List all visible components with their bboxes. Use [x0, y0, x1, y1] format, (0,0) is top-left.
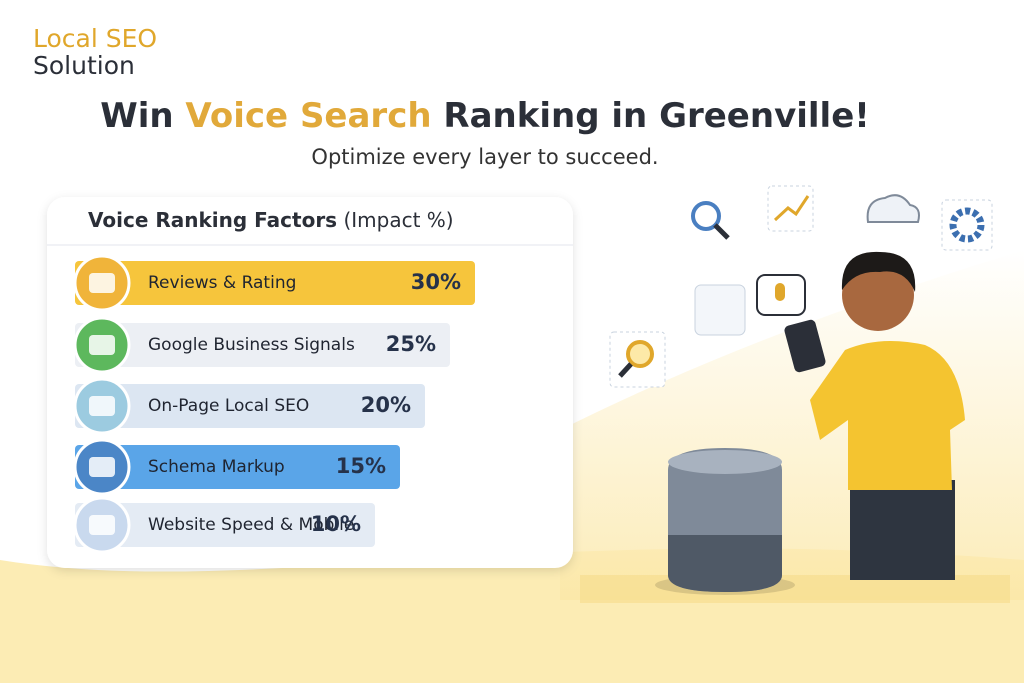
person-head — [842, 259, 914, 331]
illustration — [580, 185, 1010, 603]
person-shirt — [810, 341, 965, 490]
gear-box — [941, 199, 993, 251]
person-hair — [841, 251, 916, 292]
bar — [75, 503, 375, 547]
value-label: 15% — [336, 454, 386, 478]
search-icon — [626, 340, 654, 368]
headline-part: Ranking in Greenville! — [432, 96, 870, 136]
headline-part: Win — [100, 96, 185, 136]
bar — [75, 261, 475, 305]
chart-title-main: Voice Ranking Factors — [88, 208, 337, 232]
factor-icon-glyph — [89, 396, 115, 416]
mic-icon — [775, 283, 785, 301]
chart-title-note: (Impact %) — [343, 208, 453, 232]
search-icon — [618, 362, 633, 378]
logo-line: Local SEO — [33, 24, 157, 53]
factor-icon-glyph — [89, 273, 115, 293]
cloud-icon — [866, 194, 920, 223]
phone — [784, 319, 826, 373]
value-label: 30% — [411, 270, 461, 294]
bar — [75, 445, 400, 489]
bar — [75, 323, 450, 367]
category-label: Google Business Signals — [148, 335, 355, 355]
person-legs — [850, 480, 955, 580]
factor-icon-glyph — [89, 457, 115, 477]
speaker-base — [668, 535, 782, 592]
chart-title: Voice Ranking Factors (Impact %) — [88, 208, 454, 232]
growth-icon — [773, 195, 810, 222]
speaker-top — [668, 450, 782, 474]
logo-line: Solution — [33, 51, 135, 80]
search-icon — [713, 223, 730, 240]
value-label: 10% — [311, 512, 361, 536]
category-label: Reviews & Rating — [148, 273, 296, 293]
gear-icon — [949, 207, 985, 243]
value-label: 20% — [361, 393, 411, 417]
factor-icon-glyph — [89, 335, 115, 355]
category-label: Website Speed & Mobile — [148, 515, 354, 535]
category-label: Schema Markup — [148, 457, 285, 477]
headline: Win Voice Search Ranking in Greenville! — [100, 96, 870, 136]
search-icon — [691, 201, 721, 231]
category-label: On-Page Local SEO — [148, 396, 309, 416]
factor-icon-glyph — [89, 515, 115, 535]
subtitle: Optimize every layer to succeed. — [311, 145, 658, 169]
headline-highlight: Voice Search — [185, 96, 431, 136]
value-label: 25% — [386, 332, 436, 356]
bar — [75, 384, 425, 428]
bars: Reviews & Rating 30% Google Business Signa… — [73, 254, 475, 554]
doc-icon — [694, 284, 746, 336]
